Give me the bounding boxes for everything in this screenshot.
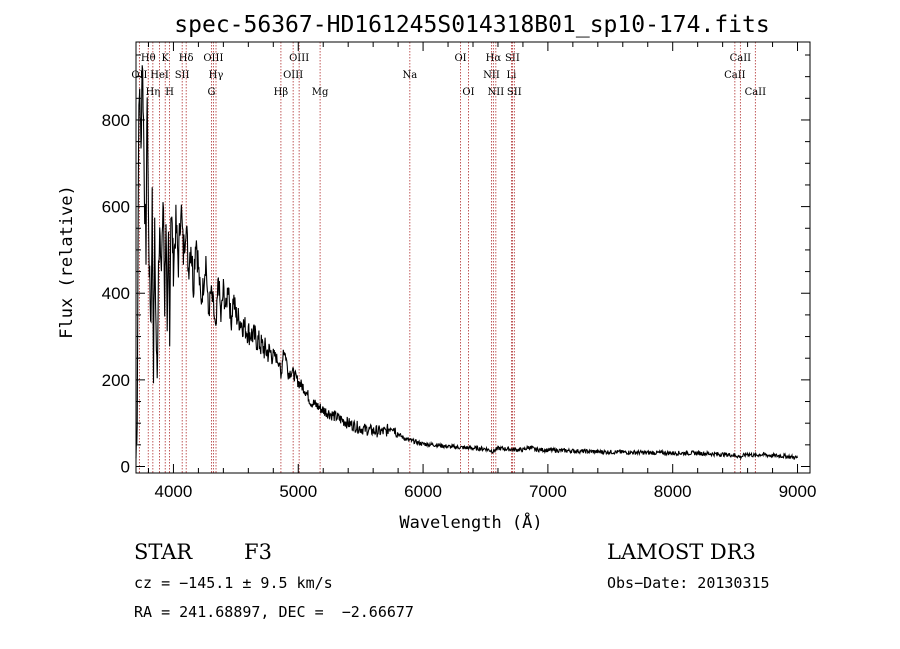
y-axis-label: Flux (relative)	[57, 185, 77, 339]
y-tick-label: 200	[102, 371, 130, 390]
x-tick-label: 6000	[404, 482, 442, 501]
line-marker-label: SII	[505, 53, 520, 64]
x-tick-label: 8000	[654, 482, 692, 501]
line-marker-label: Hγ	[209, 70, 224, 81]
redshift-value: cz = −145.1 ± 9.5 km/s	[134, 574, 333, 592]
chart-title: spec-56367-HD161245S014318B01_sp10-174.f…	[174, 12, 769, 38]
axis-ticks: 4000 5000 6000 7000 8000 9000 0 200 400 600 800	[102, 42, 817, 501]
object-class: STAR	[134, 540, 193, 564]
line-marker-label: H	[165, 87, 174, 98]
y-tick-label: 0	[121, 458, 130, 477]
x-tick-label: 9000	[779, 482, 817, 501]
line-marker-label: HeI	[150, 70, 169, 81]
y-tick-label: 800	[102, 111, 130, 130]
line-marker-label: Hη	[145, 87, 160, 98]
line-marker-label: Hθ	[141, 53, 156, 64]
line-marker-label: SII	[507, 87, 522, 98]
line-marker-label: OII	[131, 70, 147, 81]
line-marker-label: Na	[402, 70, 417, 81]
x-tick-label: 5000	[279, 482, 317, 501]
spectrum-chart: spec-56367-HD161245S014318B01_sp10-174.f…	[57, 12, 817, 533]
y-tick-label: 600	[102, 198, 130, 217]
observation-date: Obs−Date: 20130315	[607, 574, 770, 592]
object-subclass: F3	[244, 540, 272, 564]
line-marker-label: Hβ	[274, 87, 289, 98]
plot-frame	[135, 41, 811, 474]
line-marker-label: SII	[175, 70, 190, 81]
line-marker-label: Li	[507, 70, 517, 81]
y-tick-label: 400	[102, 284, 130, 303]
line-marker-label: Mg	[312, 87, 329, 98]
line-marker-label: Hδ	[179, 53, 194, 64]
line-marker-label: OI	[462, 87, 474, 98]
x-tick-label: 4000	[155, 482, 193, 501]
line-marker-label: OIII	[283, 70, 303, 81]
line-marker-label: OI	[454, 53, 466, 64]
line-marker-label: OIII	[203, 53, 223, 64]
line-marker-label: CaII	[724, 70, 746, 81]
line-marker-label: NII	[488, 87, 505, 98]
survey-name: LAMOST DR3	[607, 540, 756, 564]
line-marker-label: OIII	[289, 53, 309, 64]
coordinates: RA = 241.68897, DEC = −2.66677	[134, 603, 414, 621]
x-axis-label: Wavelength (Å)	[399, 511, 542, 533]
line-marker-label: NII	[483, 70, 500, 81]
line-marker-label: G	[208, 87, 216, 98]
spectrum-series-line	[135, 65, 799, 461]
line-marker-label: CaII	[730, 53, 752, 64]
line-marker-label: Hα	[486, 53, 502, 64]
line-marker-label: CaII	[745, 87, 767, 98]
x-tick-label: 7000	[529, 482, 567, 501]
line-marker-label: K	[161, 53, 169, 64]
